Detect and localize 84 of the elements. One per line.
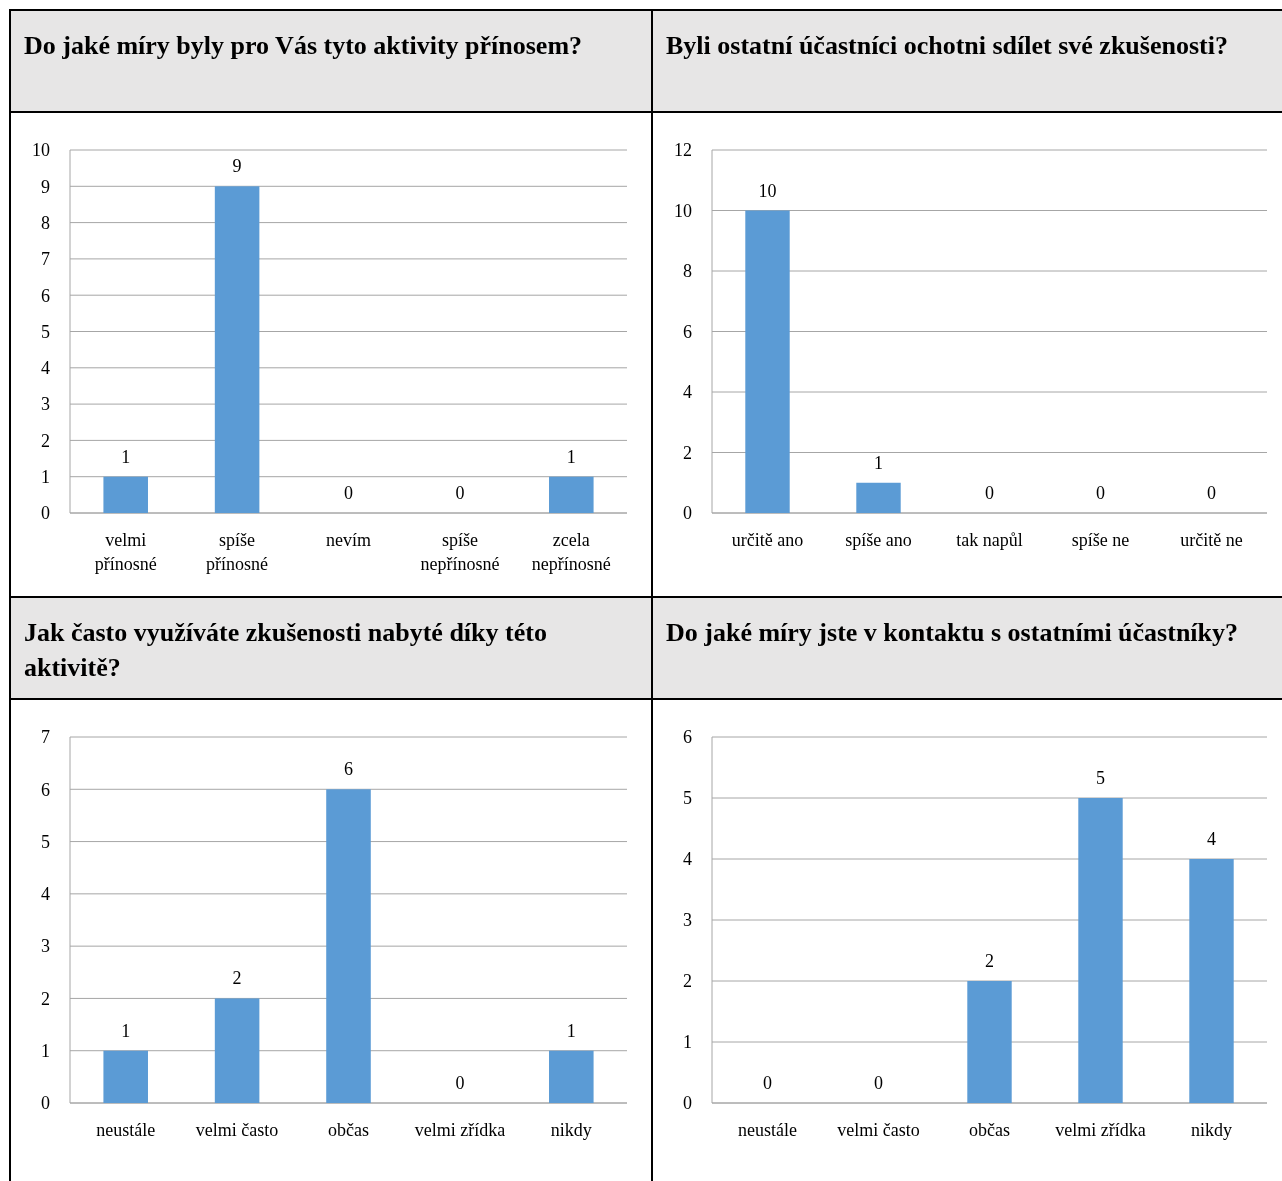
y-tick-label: 8 — [683, 261, 692, 282]
data-label: 6 — [344, 759, 353, 780]
data-label: 1 — [566, 1020, 576, 1041]
x-tick-label: spíše přínosné — [206, 530, 269, 574]
x-tick-label: velmi přínosné — [94, 530, 157, 574]
data-label: 2 — [232, 968, 242, 989]
x-tick-label: nevím — [326, 530, 371, 550]
data-label: 4 — [1207, 829, 1216, 849]
y-tick-label: 5 — [41, 831, 50, 852]
chart-title: Do jaké míry jste v kontaktu s ostatními účastníky? — [666, 618, 1239, 647]
data-label: 9 — [232, 156, 242, 177]
chart-title: Jak často využíváte zkušenosti nabyté díky této aktivitě? — [24, 618, 547, 682]
data-label: 0 — [874, 1073, 883, 1093]
bar — [326, 789, 371, 1103]
y-tick-label: 10 — [674, 200, 692, 221]
y-tick-label: 1 — [41, 1041, 50, 1062]
y-tick-label: 6 — [683, 727, 692, 748]
y-tick-label: 4 — [41, 358, 50, 379]
y-tick-label: 2 — [683, 971, 692, 992]
x-tick-label: občas — [969, 1120, 1010, 1140]
data-label: 1 — [566, 446, 576, 467]
x-tick-label: neustále — [96, 1120, 156, 1140]
y-tick-label: 1 — [41, 467, 50, 487]
data-label: 10 — [758, 180, 777, 201]
data-label: 1 — [874, 452, 883, 473]
y-tick-label: 0 — [683, 503, 692, 524]
x-tick-label: spíše nepřínosné — [420, 530, 500, 574]
y-tick-label: 12 — [674, 140, 692, 161]
data-label: 1 — [121, 446, 131, 467]
y-tick-label: 5 — [683, 788, 692, 809]
x-tick-label: občas — [328, 1120, 369, 1140]
y-tick-label: 8 — [41, 212, 50, 233]
y-tick-label: 2 — [683, 442, 692, 463]
x-tick-label: velmi zřídka — [1055, 1120, 1146, 1140]
data-label: 0 — [985, 483, 994, 503]
data-label: 0 — [455, 483, 465, 503]
y-tick-label: 3 — [683, 910, 692, 931]
x-tick-label: nikdy — [550, 1120, 592, 1140]
y-tick-label: 2 — [41, 988, 50, 1009]
x-tick-label: tak napůl — [956, 530, 1023, 550]
data-label: 5 — [1096, 768, 1105, 788]
y-tick-label: 3 — [41, 936, 50, 957]
x-tick-label: velmi zřídka — [414, 1120, 506, 1140]
y-tick-label: 3 — [41, 394, 50, 415]
data-label: 0 — [1096, 483, 1105, 503]
bar — [967, 981, 1012, 1103]
y-tick-label: 0 — [683, 1093, 692, 1114]
y-tick-label: 2 — [41, 430, 50, 451]
x-tick-label: spíše ne — [1071, 530, 1130, 550]
x-tick-label: nikdy — [1190, 1120, 1233, 1140]
x-tick-label: určitě ano — [731, 530, 804, 550]
y-tick-label: 7 — [41, 249, 50, 270]
y-tick-label: 10 — [32, 140, 50, 161]
x-tick-label: spíše ano — [845, 530, 912, 550]
bar — [549, 1050, 594, 1103]
y-tick-label: 1 — [683, 1032, 692, 1053]
x-tick-label: zcela nepřínosné — [531, 530, 611, 574]
y-tick-label: 4 — [41, 884, 50, 905]
chart-title: Byli ostatní účastníci ochotni sdílet své zkušenosti? — [666, 31, 1228, 60]
y-tick-label: 9 — [41, 176, 50, 197]
data-label: 0 — [455, 1073, 465, 1093]
y-tick-label: 6 — [41, 779, 50, 800]
y-tick-label: 7 — [41, 727, 50, 748]
x-tick-label: velmi často — [195, 1120, 279, 1140]
bar — [1189, 859, 1234, 1103]
x-tick-label: velmi často — [837, 1120, 920, 1140]
y-tick-label: 4 — [683, 849, 692, 870]
y-tick-label: 6 — [683, 321, 692, 342]
x-tick-label: neustále — [738, 1120, 797, 1140]
y-tick-label: 5 — [41, 321, 50, 342]
y-tick-label: 6 — [41, 285, 50, 306]
y-tick-label: 0 — [41, 1093, 50, 1114]
x-tick-label: určitě ne — [1180, 530, 1243, 550]
chart-title: Do jaké míry byly pro Vás tyto aktivity přínosem? — [24, 31, 583, 60]
y-tick-label: 4 — [683, 382, 692, 403]
data-label: 0 — [1207, 483, 1216, 503]
data-label: 0 — [344, 483, 353, 503]
data-label: 2 — [985, 951, 994, 971]
bar — [214, 998, 260, 1103]
data-label: 0 — [763, 1073, 772, 1093]
data-label: 1 — [121, 1020, 131, 1041]
bar — [103, 1050, 148, 1103]
y-tick-label: 0 — [41, 503, 50, 524]
bar — [1078, 798, 1123, 1103]
